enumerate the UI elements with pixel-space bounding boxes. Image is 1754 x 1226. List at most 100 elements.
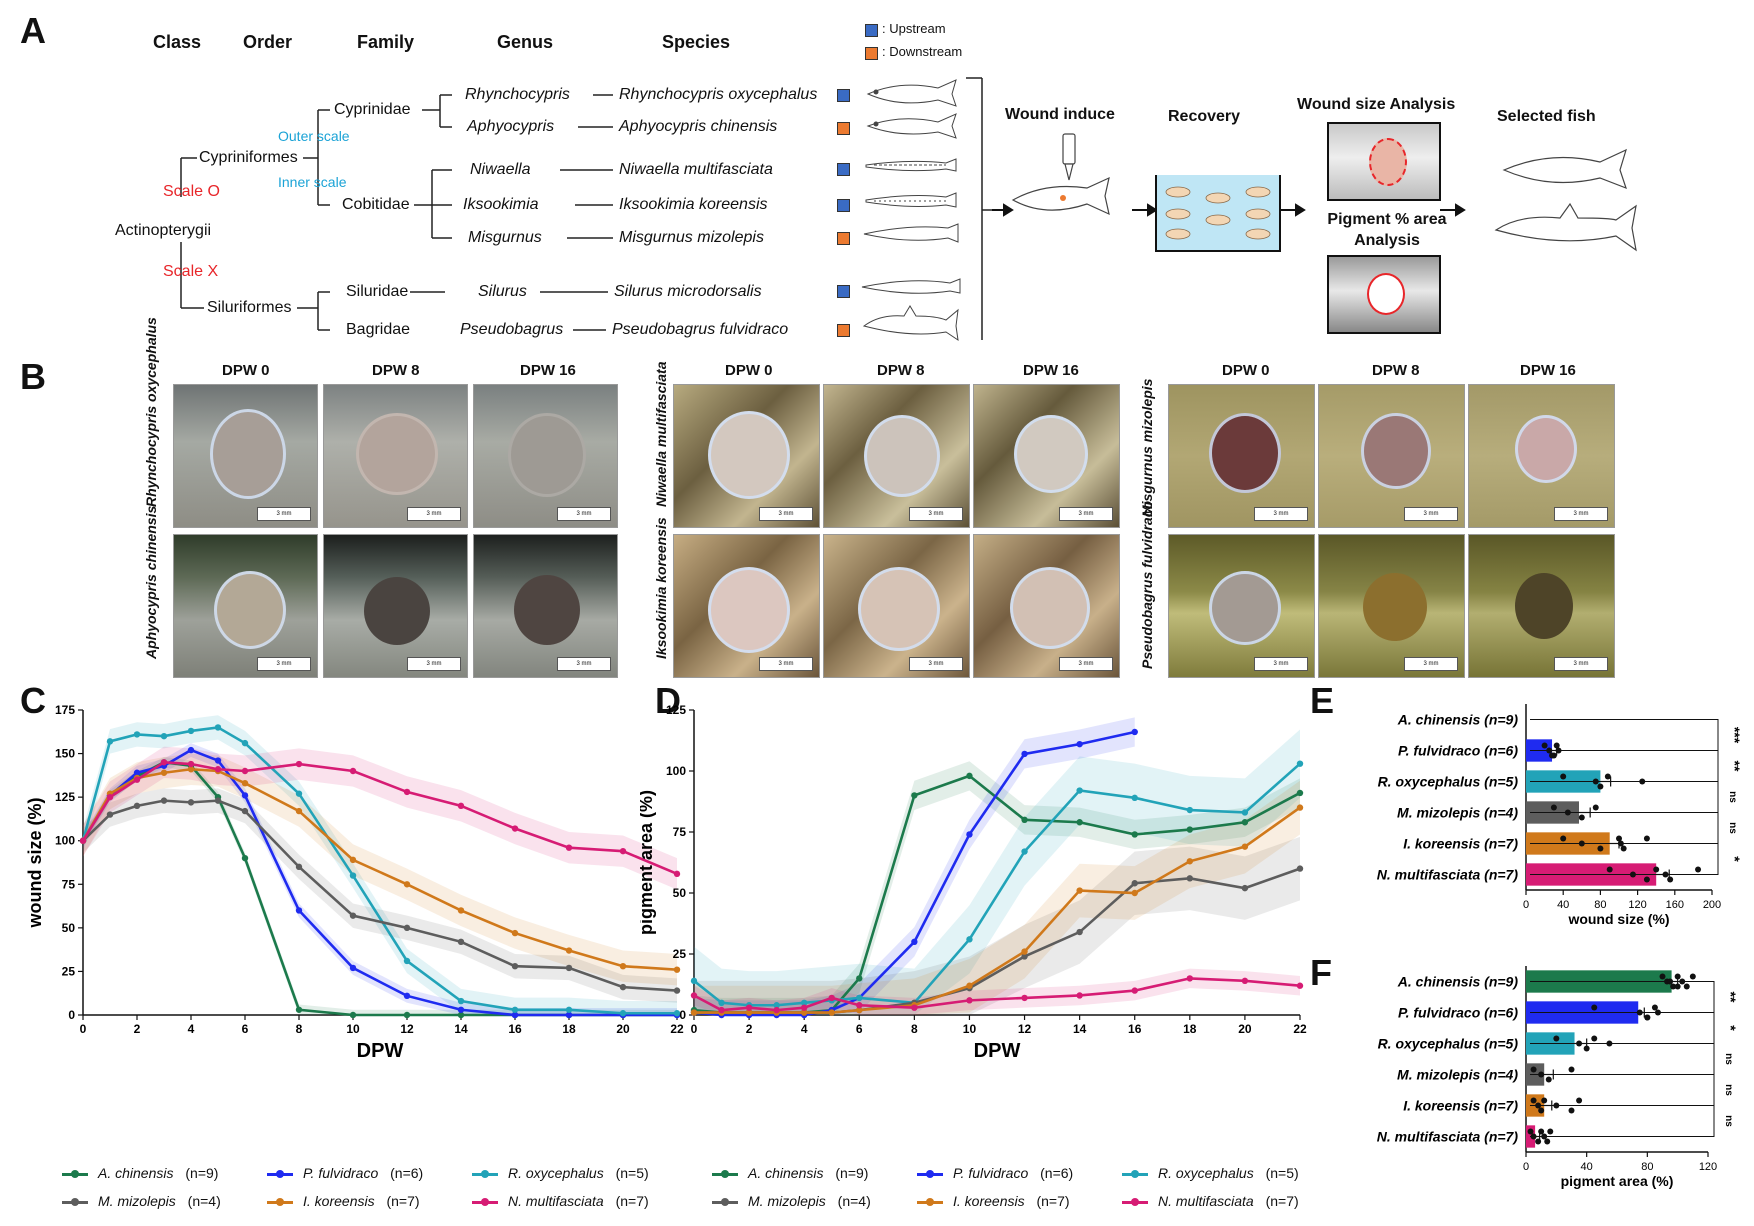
data-point — [1021, 953, 1028, 960]
x-tick-label: 14 — [1073, 1022, 1087, 1036]
wound-size-analysis-label: Wound size Analysis — [1297, 96, 1456, 113]
legend-species: N. multifasciata — [1158, 1193, 1254, 1209]
data-point — [403, 924, 411, 932]
data-point — [295, 1006, 303, 1013]
data-point — [1616, 835, 1622, 842]
series-band — [83, 788, 677, 1003]
data-point — [1186, 875, 1194, 882]
data-point — [1186, 858, 1194, 865]
x-axis-label: DPW — [357, 1040, 404, 1060]
data-point — [966, 831, 973, 838]
photo-a-chin-dpw0: 3 mm — [173, 534, 318, 678]
category-label: N. multifasciata (n=7) — [1377, 1129, 1519, 1145]
habitat-square-3 — [837, 163, 850, 176]
data-point — [1530, 1097, 1537, 1104]
data-point — [133, 776, 141, 783]
significance-bracket — [1530, 1105, 1715, 1137]
data-point — [1695, 866, 1702, 873]
data-point — [241, 780, 249, 787]
x-tick-label: 80 — [1641, 1161, 1653, 1173]
pigment-analysis-label: Pigment % area Analysis — [1327, 211, 1447, 249]
data-point — [1076, 787, 1083, 794]
dpw-header-g3-0: DPW 0 — [1222, 362, 1270, 379]
species-i-koreensis: Iksookimia koreensis — [619, 196, 768, 213]
fish-icon-7 — [862, 305, 959, 342]
upstream-label: : Upstream — [882, 21, 946, 36]
data-point — [1296, 865, 1304, 872]
data-point — [800, 1009, 808, 1016]
category-label: P. fulvidraco (n=6) — [1398, 1005, 1518, 1021]
data-point — [1553, 742, 1560, 749]
species-r-oxycephalus: Rhynchocypris oxycephalus — [619, 86, 818, 103]
data-point — [1606, 866, 1613, 873]
data-point — [773, 1002, 780, 1009]
data-point — [1592, 804, 1599, 811]
y-tick-label: 50 — [673, 886, 687, 900]
legend-species: M. mizolepis — [748, 1193, 826, 1209]
data-point — [1568, 1066, 1575, 1073]
series-band — [694, 717, 1135, 1015]
data-point — [619, 983, 627, 991]
data-point — [349, 856, 357, 864]
downstream-square — [865, 47, 878, 60]
x-tick-label: 120 — [1628, 899, 1646, 911]
series-band — [83, 746, 677, 890]
data-point — [160, 732, 168, 740]
data-point — [1553, 1035, 1560, 1042]
data-point — [565, 1006, 573, 1013]
data-point — [1530, 1066, 1537, 1073]
panel-e-letter: E — [1310, 680, 1335, 721]
species-a-chinensis: Aphyocypris chinensis — [619, 118, 778, 135]
photo-label-p-fulvidraco: Pseudobagrus fulvidraco — [1139, 500, 1155, 669]
panel-f-letter: F — [1310, 952, 1332, 993]
legend-marker — [917, 1169, 943, 1178]
data-point — [1644, 1014, 1651, 1021]
genus-silurus: Silurus — [478, 283, 527, 300]
header-order: Order — [243, 32, 293, 52]
data-point — [241, 767, 249, 775]
data-point — [1578, 814, 1585, 821]
data-point — [511, 825, 519, 832]
family-bagridae: Bagridae — [346, 321, 411, 338]
photo-r-oxy-dpw16: 3 mm — [473, 384, 618, 528]
x-tick-label: 40 — [1557, 899, 1569, 911]
data-point — [1021, 816, 1028, 823]
data-point — [295, 760, 303, 768]
data-point — [403, 1011, 411, 1019]
legend-item: M. mizolepis (n=4) — [62, 1193, 221, 1209]
data-point — [1131, 794, 1138, 802]
legend-n: (n=4) — [833, 1193, 871, 1209]
data-point — [773, 1006, 780, 1014]
data-point — [745, 1004, 753, 1011]
data-point — [403, 957, 411, 965]
data-point — [966, 936, 973, 943]
legend-item: M. mizolepis (n=4) — [712, 1193, 871, 1209]
photo-p-fulv-dpw0: 3 mm — [1168, 534, 1315, 678]
data-point — [106, 738, 114, 745]
legend-species: P. fulvidraco — [303, 1165, 379, 1181]
category-label: P. fulvidraco (n=6) — [1398, 743, 1518, 759]
y-tick-label: 150 — [55, 747, 75, 761]
data-point — [214, 757, 222, 764]
legend-n: (n=9) — [181, 1165, 219, 1181]
legend-item: N. multifasciata (n=7) — [472, 1193, 649, 1209]
data-point — [966, 772, 973, 780]
data-point — [828, 994, 835, 1002]
species-n-multifasciata: Niwaella multifasciata — [619, 161, 773, 178]
legend-item: A. chinensis (n=9) — [712, 1165, 868, 1181]
photo-m-miz-dpw8: 3 mm — [1318, 384, 1465, 528]
photo-n-mult-dpw16: 3 mm — [973, 384, 1120, 528]
data-point — [1545, 1076, 1552, 1083]
data-point — [1076, 819, 1083, 826]
data-point — [1241, 843, 1249, 850]
header-genus: Genus — [497, 32, 554, 52]
upstream-square — [865, 24, 878, 37]
data-point — [745, 1009, 753, 1016]
series-band — [83, 715, 677, 1015]
data-point — [565, 844, 573, 851]
genus-iksookimia: Iksookimia — [463, 196, 539, 213]
data-point — [1021, 994, 1028, 1002]
order-cypriniformes: Cypriniformes — [199, 149, 298, 166]
photo-label-r-oxycephalus: Rhynchocypris oxycephalus — [143, 317, 159, 507]
recovery-label: Recovery — [1168, 108, 1241, 125]
